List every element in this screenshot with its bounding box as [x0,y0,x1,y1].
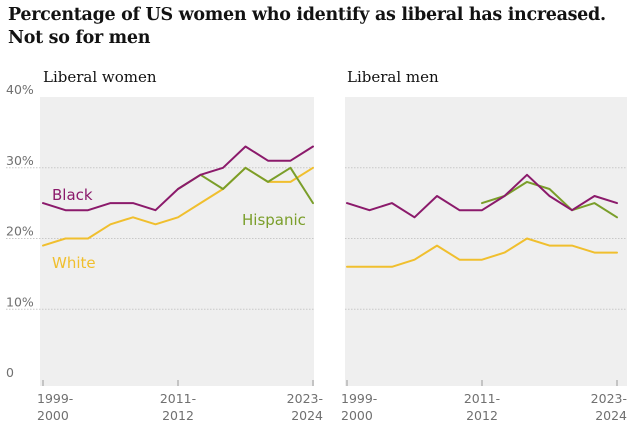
y-tick-label: 30% [6,153,34,168]
y-tick-label: 10% [6,294,34,309]
x-tick-label: 1999- [341,391,377,406]
x-tick-label: 2000 [341,408,373,423]
y-axis-tick-labels: 0 10% 20% 30% 40% [6,82,34,380]
women-series-lines [42,145,314,247]
series-line-white [346,237,618,268]
x-tick-label: 2011- [160,391,196,406]
chart-title: Percentage of US women who identify as l… [8,5,606,48]
series-line-black [42,145,314,212]
women-gridlines [6,167,314,310]
series-label-hispanic: Hispanic [242,211,306,229]
y-tick-label: 40% [6,82,34,97]
x-tick-label: 2012 [466,408,498,423]
women-panel-title: Liberal women [43,68,157,86]
x-tick-label: 1999- [37,391,73,406]
men-series-lines [346,173,618,268]
x-tick-label: 2023- [287,391,323,406]
x-tick-label: 2011- [464,391,500,406]
x-tick-label: 2023- [591,391,627,406]
men-x-axis-tick-labels: 1999- 2000 2011- 2012 2023- 2024 [341,380,627,423]
series-label-black: Black [52,186,93,204]
men-panel: Liberal men 1999- 2000 2011- 2012 2023- 2024 [341,68,627,423]
women-x-axis-tick-labels: 1999- 2000 2011- 2012 2023- 2024 [37,380,323,423]
x-tick-label: 2024 [291,408,323,423]
y-tick-label: 20% [6,224,34,239]
women-panel-background [40,97,314,386]
x-tick-label: 2024 [595,408,627,423]
series-line-black [346,173,618,219]
men-panel-background [345,97,627,386]
y-tick-label: 0 [6,365,14,380]
men-panel-title: Liberal men [347,68,439,86]
x-tick-label: 2012 [162,408,194,423]
series-label-white: White [52,254,96,272]
women-panel: Liberal women 0 10% 20% 30% 40% 1999- 2000 201… [6,68,323,423]
x-tick-label: 2000 [37,408,69,423]
men-gridlines [345,167,627,310]
